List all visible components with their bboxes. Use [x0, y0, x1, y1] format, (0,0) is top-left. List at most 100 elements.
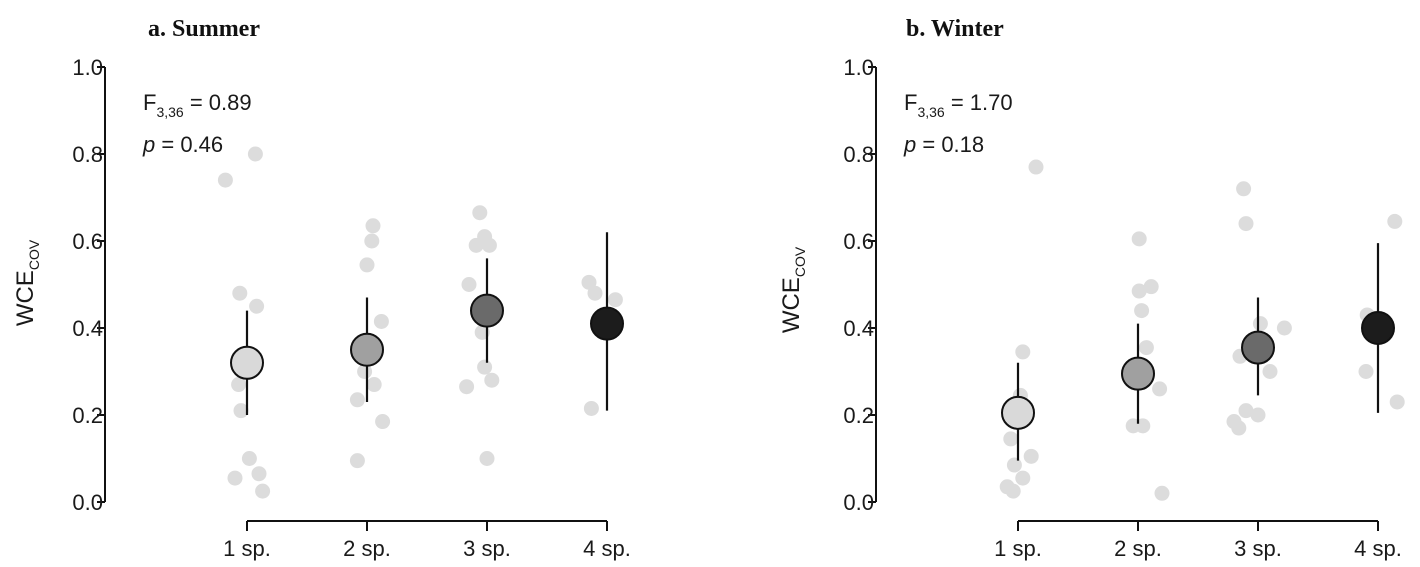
panel-summer: a. Summer WCECOV F3,36 = 0.89 p = 0.46 0… [12, 16, 631, 561]
x-tick-label: 3 sp. [1234, 536, 1282, 561]
y-axis-label-main: WCE [12, 270, 39, 326]
raw-data-point [1387, 213, 1403, 229]
raw-data-point [249, 298, 265, 314]
raw-data-point [1138, 340, 1154, 356]
y-axis-label: WCECOV [778, 246, 808, 333]
raw-data-point [1238, 403, 1254, 419]
f-statistic: F3,36 = 0.89 [143, 90, 252, 120]
x-tick-label: 1 sp. [223, 536, 271, 561]
raw-data-point [477, 359, 493, 375]
raw-data-point [481, 237, 497, 253]
f-value: = 1.70 [945, 90, 1013, 115]
p-letter: p [903, 132, 916, 157]
y-axis-label-subscript: COV [26, 239, 42, 270]
y-tick-label: 0.4 [72, 316, 103, 341]
raw-data-point [1006, 457, 1022, 473]
raw-data-point [231, 377, 247, 393]
y-tick-label: 0.0 [843, 490, 874, 515]
raw-data-point [1276, 320, 1292, 336]
raw-data-point [359, 257, 375, 273]
raw-data-point [217, 172, 233, 188]
raw-data-point [1252, 316, 1268, 332]
raw-data-point [1015, 470, 1031, 486]
raw-data-point [1152, 381, 1168, 397]
raw-data-point [233, 403, 249, 419]
raw-data-point [227, 470, 243, 486]
raw-data-point [366, 377, 382, 393]
raw-data-point [1238, 216, 1254, 232]
raw-data-point [468, 237, 484, 253]
f-value: = 0.89 [184, 90, 252, 115]
raw-data-point [349, 392, 365, 408]
x-tick-label: 3 sp. [463, 536, 511, 561]
x-tick-label: 2 sp. [343, 536, 391, 561]
x-tick-label: 4 sp. [583, 536, 631, 561]
raw-data-point [1262, 364, 1278, 379]
mean-marker [1241, 330, 1275, 365]
raw-data-point [484, 372, 500, 388]
panel-winter: b. Winter WCECOV F3,36 = 1.70 p = 0.18 0… [778, 16, 1405, 561]
raw-data-point [587, 285, 603, 301]
p-letter: p [142, 132, 155, 157]
mean-marker [1361, 311, 1395, 345]
mean-marker [590, 306, 624, 341]
y-tick-label: 0.2 [843, 403, 874, 428]
p-number: = 0.46 [155, 132, 223, 157]
y-tick-label: 0.8 [843, 142, 874, 167]
raw-data-point [251, 466, 267, 482]
raw-data-point [375, 414, 391, 430]
y-tick-label: 0.8 [72, 142, 103, 167]
p-number: = 0.18 [916, 132, 984, 157]
raw-data-point [1023, 448, 1039, 464]
raw-data-point [1231, 420, 1247, 436]
raw-data-point [459, 379, 475, 395]
raw-data-point [349, 453, 365, 469]
means [1001, 243, 1395, 461]
p-value: p = 0.46 [142, 132, 223, 157]
mean-marker [1001, 395, 1035, 430]
raw-data-point [364, 233, 380, 249]
raw-points [999, 159, 1405, 501]
raw-data-point [241, 451, 257, 466]
y-tick-label: 1.0 [72, 55, 103, 80]
axes: 0.0 0.2 0.4 0.6 0.8 1.0 1 sp. 2 sp. 3 sp. 4 sp. [843, 55, 1401, 561]
raw-points [217, 146, 623, 499]
x-tick-label: 1 sp. [994, 536, 1042, 561]
raw-data-point [1131, 283, 1147, 299]
y-tick-label: 1.0 [843, 55, 874, 80]
f-letter: F [904, 90, 917, 115]
raw-data-point [1005, 483, 1021, 499]
y-tick-label: 0.2 [72, 403, 103, 428]
raw-data-point [247, 146, 263, 162]
y-tick-label: 0.6 [72, 229, 103, 254]
raw-data-point [1389, 394, 1405, 410]
raw-data-point [472, 205, 488, 221]
raw-data-point [232, 285, 248, 301]
panel-title: a. Summer [148, 16, 260, 42]
raw-data-point [1028, 159, 1044, 175]
raw-data-point [1003, 431, 1019, 447]
mean-marker [1121, 356, 1155, 391]
raw-data-point [255, 483, 271, 499]
y-tick-label: 0.6 [843, 229, 874, 254]
x-tick-label: 2 sp. [1114, 536, 1162, 561]
raw-data-point [357, 364, 373, 379]
raw-data-point [461, 277, 477, 292]
raw-data-point [1154, 485, 1170, 501]
f-degrees: 3,36 [917, 104, 944, 120]
raw-data-point [1134, 303, 1150, 319]
raw-data-point [365, 218, 381, 234]
raw-data-point [1143, 279, 1159, 295]
y-axis-label-subscript: COV [792, 246, 808, 277]
means [230, 232, 624, 415]
raw-data-point [1131, 231, 1147, 247]
raw-data-point [1236, 181, 1252, 197]
x-tick-label: 4 sp. [1354, 536, 1402, 561]
raw-data-point [1015, 344, 1031, 360]
y-tick-label: 0.4 [843, 316, 874, 341]
raw-data-point [479, 451, 495, 466]
y-axis-label-main: WCE [778, 277, 805, 333]
raw-data-point [373, 313, 389, 329]
y-axis-label: WCECOV [12, 239, 42, 326]
f-degrees: 3,36 [156, 104, 183, 120]
